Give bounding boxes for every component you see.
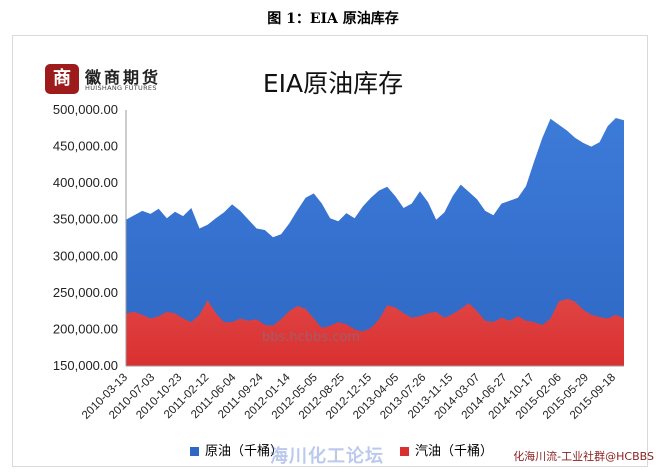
watermark-center: bbs.hcbbs.com bbox=[262, 330, 360, 345]
legend-label-crude: 原油（千桶） bbox=[205, 444, 284, 459]
series-layer bbox=[126, 118, 624, 366]
legend-swatch-crude bbox=[190, 447, 199, 456]
legend-swatch-gasoline bbox=[400, 447, 409, 456]
legend-item-crude: 原油（千桶） bbox=[190, 440, 283, 459]
logo-emblem-icon: 商 bbox=[45, 64, 79, 94]
y-tick-label: 300,000.00 bbox=[53, 248, 118, 263]
y-tick-label: 200,000.00 bbox=[53, 321, 118, 336]
chart-title: EIA原油库存 bbox=[262, 69, 404, 98]
y-tick-label: 250,000.00 bbox=[53, 285, 118, 300]
watermark-footer: 海川化工论坛 bbox=[270, 446, 384, 467]
figure-title: 图 1：EIA 原油库存 bbox=[267, 11, 399, 27]
y-tick-label: 350,000.00 bbox=[53, 212, 118, 227]
y-tick-label: 450,000.00 bbox=[53, 139, 118, 154]
series-area-crude bbox=[126, 118, 624, 366]
logo-name-en: HUISHANG FUTURES bbox=[85, 84, 157, 92]
y-tick-label: 150,000.00 bbox=[53, 358, 118, 373]
series-area-gasoline bbox=[126, 298, 624, 366]
watermark-corner: 化海川流-工业社群@HCBBS bbox=[513, 450, 654, 463]
company-logo: 商 徽商期货 HUISHANG FUTURES bbox=[45, 64, 195, 98]
y-tick-label: 400,000.00 bbox=[53, 175, 118, 190]
y-tick-label: 500,000.00 bbox=[53, 102, 118, 117]
y-axis: 150,000.00 200,000.00 250,000.00 300,000.00… bbox=[53, 102, 118, 373]
legend-label-gasoline: 汽油（千桶） bbox=[415, 444, 494, 459]
legend-item-gasoline: 汽油（千桶） bbox=[400, 440, 493, 459]
logo-name-cn: 徽商期货 bbox=[85, 68, 162, 87]
